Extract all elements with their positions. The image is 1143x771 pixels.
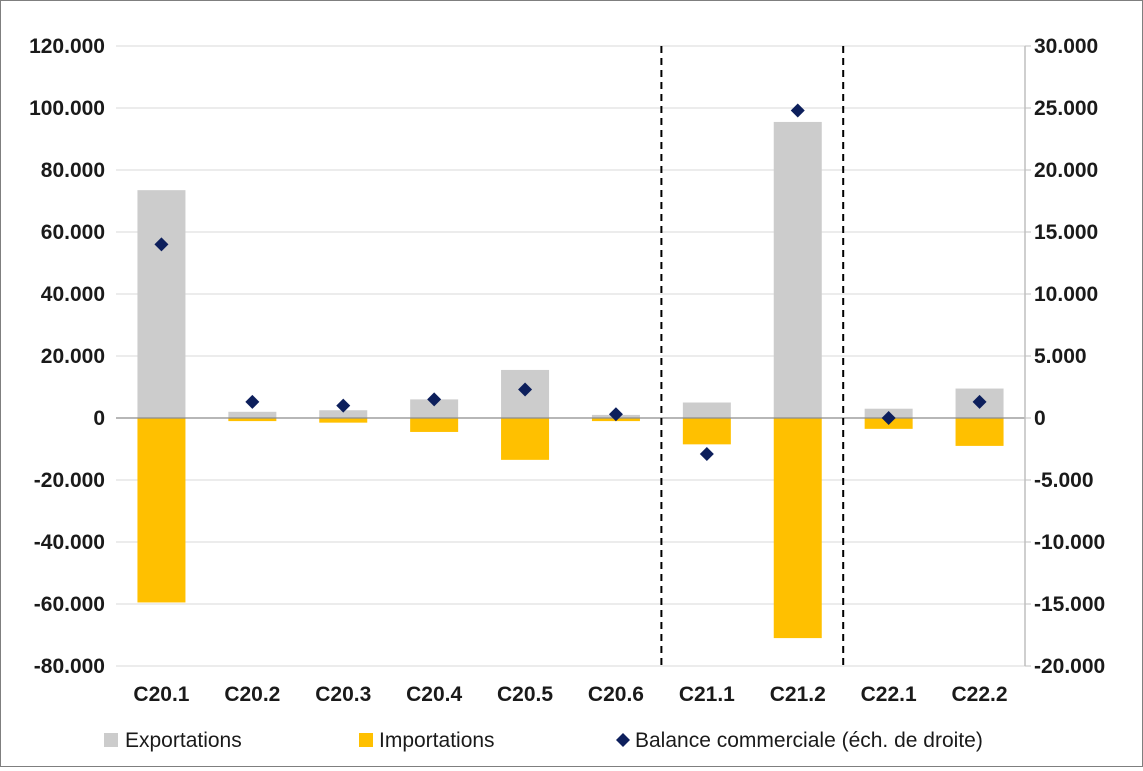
balance-point — [427, 392, 442, 407]
category-label: C20.3 — [315, 683, 371, 706]
left-axis-tick-label: -60.000 — [34, 593, 105, 616]
right-axis-tick-label: 5.000 — [1034, 345, 1087, 368]
right-axis-ticks: -20.000 -15.000 -10.000 -5.000 0 5.000 10.000 1… — [1034, 35, 1105, 678]
category-label: C20.5 — [497, 683, 553, 706]
bar-importations — [955, 418, 1004, 446]
right-axis-tick-label: -5.000 — [1034, 469, 1094, 492]
bar-exportations — [773, 121, 822, 418]
category-label: C22.1 — [861, 683, 917, 706]
right-axis-tick-label: -10.000 — [1034, 531, 1105, 554]
bar-importations — [501, 418, 550, 460]
balance-point — [518, 382, 533, 397]
right-axis-tick-label: 30.000 — [1034, 35, 1098, 58]
balance-point — [608, 407, 623, 422]
legend: Exportations Importations Balance commer… — [104, 729, 983, 752]
left-axis-tick-label: 80.000 — [41, 159, 105, 182]
left-axis-tick-label: 20.000 — [41, 345, 105, 368]
bar-exportations — [137, 190, 186, 418]
bar-importations — [410, 418, 459, 432]
right-axis-tick-label: -20.000 — [1034, 655, 1105, 678]
right-axis-tick-label: 0 — [1034, 407, 1046, 430]
bar-importations — [319, 418, 368, 423]
bar-exportations — [682, 402, 731, 418]
axes — [116, 45, 1031, 667]
legend-swatch-exportations — [104, 733, 118, 747]
left-axis-tick-label: 40.000 — [41, 283, 105, 306]
legend-marker-balance — [616, 733, 630, 747]
balance-point — [154, 237, 169, 252]
left-axis-ticks: -80.000 -60.000 -40.000 -20.000 0 20.000 40.00… — [29, 35, 105, 678]
right-axis-tick-label: 15.000 — [1034, 221, 1098, 244]
category-label: C20.4 — [406, 683, 462, 706]
bar-exportations — [228, 411, 277, 418]
bar-importations — [682, 418, 731, 445]
left-axis-tick-label: 0 — [93, 407, 105, 430]
group-separators — [660, 46, 845, 666]
bar-importations — [137, 418, 186, 603]
balance-point — [972, 394, 987, 409]
left-axis-tick-label: 60.000 — [41, 221, 105, 244]
bar-importations — [228, 418, 277, 422]
bar-exportations — [319, 410, 368, 418]
right-axis-tick-label: 20.000 — [1034, 159, 1098, 182]
legend-label-exportations: Exportations — [125, 729, 242, 752]
category-label: C20.1 — [133, 683, 189, 706]
category-label: C22.2 — [952, 683, 1008, 706]
category-labels: C20.1 C20.2 C20.3 C20.4 C20.5 C20.6 C21.1 C21.2… — [133, 683, 1007, 706]
legend-swatch-importations — [359, 733, 373, 747]
category-label: C20.6 — [588, 683, 644, 706]
balance-points — [154, 103, 987, 461]
balance-point — [790, 103, 805, 118]
left-axis-tick-label: 100.000 — [29, 97, 105, 120]
left-axis-tick-label: -40.000 — [34, 531, 105, 554]
left-axis-tick-label: 120.000 — [29, 35, 105, 58]
left-axis-tick-label: -20.000 — [34, 469, 105, 492]
gridlines — [116, 45, 1025, 667]
category-label: C21.2 — [770, 683, 826, 706]
bars — [137, 121, 1004, 639]
right-axis-tick-label: 10.000 — [1034, 283, 1098, 306]
bar-exportations — [410, 399, 459, 418]
balance-point — [336, 398, 351, 413]
balance-point — [245, 394, 260, 409]
category-label: C21.1 — [679, 683, 735, 706]
left-axis-tick-label: -80.000 — [34, 655, 105, 678]
balance-point — [699, 446, 714, 461]
right-axis-tick-label: 25.000 — [1034, 97, 1098, 120]
legend-label-importations: Importations — [379, 729, 495, 752]
legend-label-balance: Balance commerciale (éch. de droite) — [635, 729, 983, 752]
balance-point — [881, 411, 896, 425]
right-axis-tick-label: -15.000 — [1034, 593, 1105, 616]
category-label: C20.2 — [224, 683, 280, 706]
bar-importations — [773, 418, 822, 639]
